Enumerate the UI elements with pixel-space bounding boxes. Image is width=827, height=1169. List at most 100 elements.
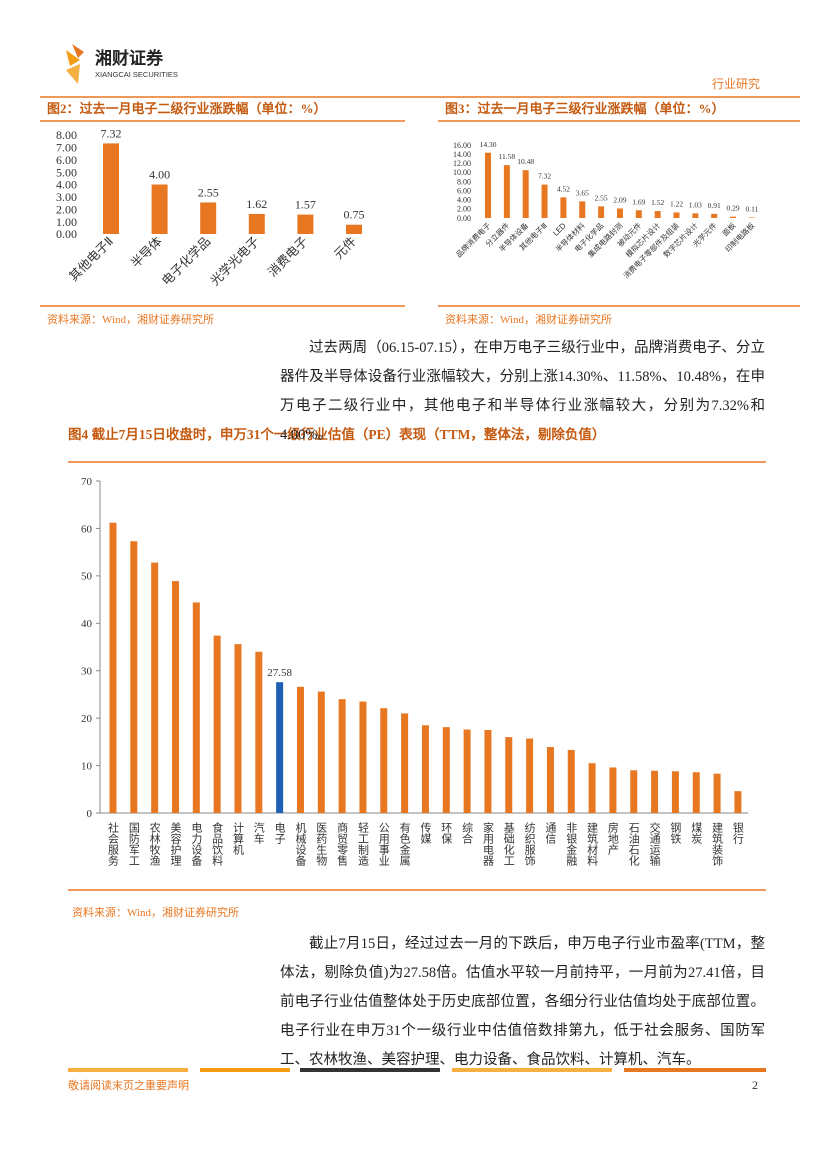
x-tick-label: 交通运输 [648,821,661,867]
bar [598,206,605,218]
bar [359,701,367,813]
bar [485,152,491,218]
x-tick-label: 环保 [440,822,453,845]
y-tick-label: 0.00 [457,214,471,223]
paragraph: 过去两周（06.15-07.15），在申万电子三级行业中，品牌消费电子、分立器件… [280,340,765,443]
bar [346,224,362,234]
bar [692,213,699,218]
bar [635,210,642,218]
value-label: 1.69 [632,197,645,206]
x-tick-label: 石油石化 [627,822,640,867]
x-tick-label: 家用电器 [481,821,494,867]
x-tick-label: 综合 [461,821,474,844]
value-label: 1.22 [670,199,683,208]
bar [200,202,217,234]
bar [673,212,680,218]
bar [234,644,242,813]
y-tick-label: 2.00 [457,205,471,214]
bar [713,773,721,813]
bar [151,562,159,813]
source: 资料来源：Wind，湘财证券研究所 [445,312,612,326]
value-label: 27.58 [267,667,292,679]
value-label: 14.30 [480,140,497,149]
x-tick-label: 煤炭 [690,822,703,845]
logo [66,44,84,84]
bar [692,772,700,813]
bar [151,184,168,234]
y-tick-label: 10.00 [453,168,471,177]
value-label: 1.62 [246,197,267,211]
bar [734,791,742,813]
bar [296,686,304,813]
x-tick-label: 计算机 [231,822,244,855]
bar [421,725,429,813]
x-tick-label: 纺织服饰 [523,821,536,866]
bar [338,699,346,813]
value-label: 7.32 [101,126,122,140]
bar [651,770,659,813]
bar [630,770,638,813]
bar [711,213,718,218]
bar [588,763,596,813]
bar [213,635,221,813]
x-tick-label: 消费电子 [265,234,311,280]
brand: 湘财证券 [95,48,164,69]
bar [541,184,548,218]
y-tick-label: 6.00 [56,153,77,167]
y-tick-label: 30 [81,666,93,678]
bar [609,767,617,813]
bar [616,208,623,218]
x-tick-label: 医药生物 [315,822,328,866]
x-tick-label: 机械设备 [294,821,307,867]
source: 资料来源：Wind，湘财证券研究所 [47,312,214,326]
chart-title: 图2：过去一月电子二级行业涨跌幅（单位：%） [47,101,327,116]
x-tick-label: 元件 [331,234,359,262]
bar [503,165,510,218]
value-label: 1.03 [689,200,702,209]
y-tick-label: 4.00 [457,196,471,205]
bar [463,729,471,813]
value-label: 1.52 [651,198,664,207]
chart-title: 图3：过去一月电子三级行业涨跌幅（单位：%） [445,101,725,116]
y-tick-label: 8.00 [56,128,77,142]
page-number: 2 [752,1078,758,1092]
x-tick-label: 公用事业 [377,822,390,866]
y-tick-label: 0.00 [56,227,77,241]
bar [103,143,119,234]
y-tick-label: 70 [81,476,93,488]
x-tick-label: 通信 [544,822,557,845]
value-label: 4.52 [557,184,570,193]
bar [654,211,661,218]
x-tick-label: 非银金融 [565,822,578,867]
bar [567,749,575,813]
y-tick-label: 40 [81,618,93,630]
y-tick-label: 5.00 [56,165,77,179]
footer-band [68,1068,766,1072]
bar [526,738,534,813]
x-tick-label: 国防军工 [127,822,140,866]
bar [484,730,492,813]
chart-title: 图4 截止7月15日收盘时，申万31个一级行业估值（PE）表现（TTM，整体法，… [68,426,605,442]
value-label: 7.32 [538,172,551,181]
x-tick-label: 电力设备 [190,822,203,867]
x-tick-label: 社会服务 [107,821,120,866]
y-tick-label: 0 [87,808,93,820]
y-tick-label: 1.00 [56,215,77,229]
x-tick-label: 半导体 [128,233,165,270]
x-tick-label: 美容护理 [169,822,182,866]
bar [505,737,513,813]
y-tick-label: 3.00 [56,190,77,204]
y-tick-label: 10 [81,760,93,772]
x-tick-label: 农林牧渔 [148,821,161,867]
y-tick-label: 14.00 [453,150,471,159]
y-tick-label: 50 [81,571,93,583]
value-label: 0.75 [344,208,365,222]
bar [248,213,265,234]
bar [730,216,737,218]
bar [748,217,755,218]
x-tick-label: 电子 [273,822,286,844]
x-tick-label: 基础化工 [502,822,515,866]
x-tick-label: 轻工制造 [356,821,369,866]
bar [560,197,567,218]
